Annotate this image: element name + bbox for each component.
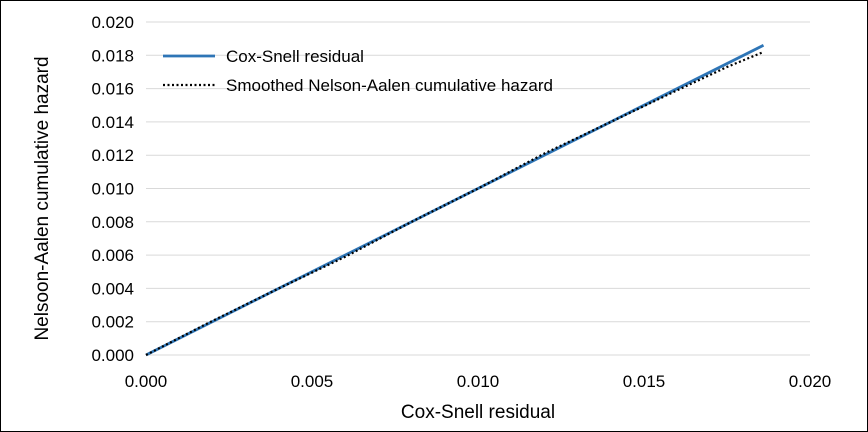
x-tick-label: 0.020 bbox=[789, 372, 832, 391]
y-tick-label: 0.006 bbox=[91, 246, 134, 265]
y-tick-label: 0.000 bbox=[91, 346, 134, 365]
y-tick-label: 0.020 bbox=[91, 13, 134, 32]
x-tick-label: 0.005 bbox=[291, 372, 334, 391]
y-tick-label: 0.016 bbox=[91, 80, 134, 99]
y-tick-label: 0.012 bbox=[91, 146, 134, 165]
y-tick-label: 0.010 bbox=[91, 180, 134, 199]
y-axis-title: Nelsoon-Aalen cumulative hazard bbox=[32, 56, 53, 340]
legend: Cox-Snell residual Smoothed Nelson-Aalen… bbox=[163, 47, 553, 95]
y-tick-label: 0.004 bbox=[91, 279, 134, 298]
x-tick-label: 0.010 bbox=[457, 372, 500, 391]
y-tick-label: 0.014 bbox=[91, 113, 134, 132]
y-tick-label: 0.002 bbox=[91, 313, 134, 332]
grid-layer bbox=[146, 21, 810, 323]
legend-label-cox-snell: Cox-Snell residual bbox=[226, 47, 364, 66]
legend-label-nelson-aalen: Smoothed Nelson-Aalen cumulative hazard bbox=[226, 76, 553, 95]
x-tick-label: 0.015 bbox=[623, 372, 666, 391]
series-layer bbox=[145, 44, 765, 357]
y-tick-label: 0.008 bbox=[91, 213, 134, 232]
x-axis-title: Cox-Snell residual bbox=[401, 402, 555, 423]
y-tick-label: 0.018 bbox=[91, 46, 134, 65]
axis-layer: 0.000 0.002 0.004 0.006 0.008 0.010 0.012 0.014… bbox=[91, 13, 831, 391]
x-tick-label: 0.000 bbox=[125, 372, 168, 391]
series-line-cox-snell bbox=[145, 44, 765, 357]
